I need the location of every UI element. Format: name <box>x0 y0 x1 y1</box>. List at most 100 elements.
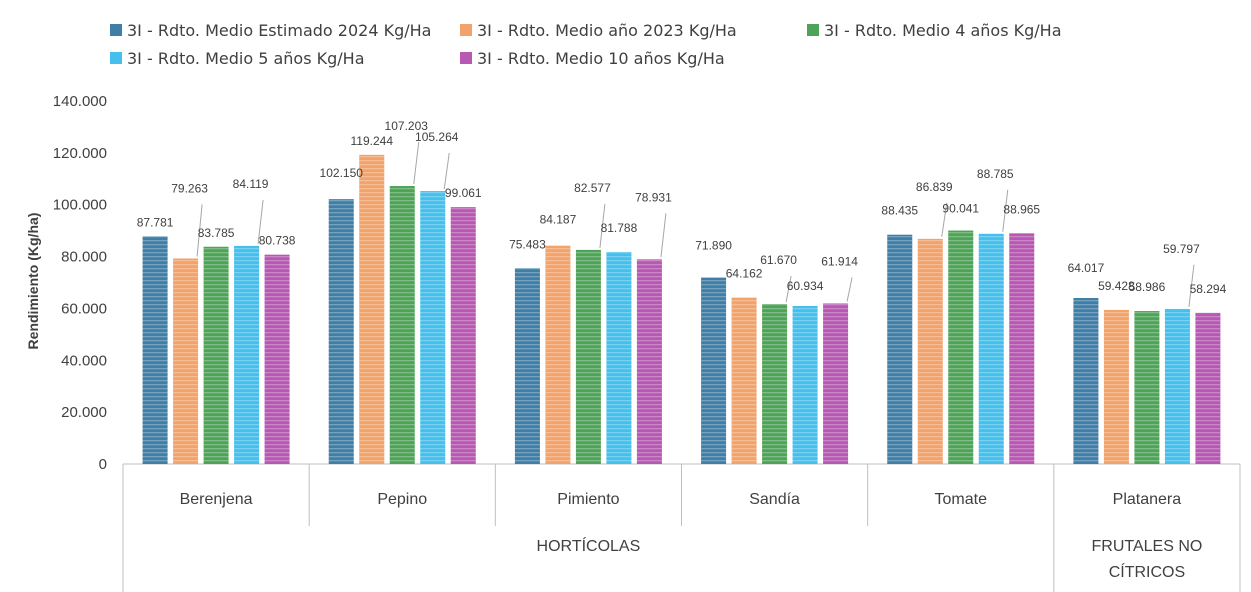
x-tick-label: Berenjena <box>180 491 253 508</box>
bar-texture <box>1009 233 1035 464</box>
bar-texture <box>823 303 849 464</box>
bar-texture <box>359 154 385 465</box>
x-tick-label: Platanera <box>1113 491 1182 508</box>
data-label: 82.577 <box>574 181 611 195</box>
bar-texture <box>514 268 540 464</box>
bar-texture <box>389 186 415 464</box>
legend-label: 3I - Rdto. Medio Estimado 2024 Kg/Ha <box>127 20 432 40</box>
data-label: 88.785 <box>977 167 1014 181</box>
data-label: 58.294 <box>1190 282 1227 296</box>
data-label: 80.738 <box>259 234 296 248</box>
bar-texture <box>917 238 943 464</box>
data-label: 60.934 <box>787 279 824 293</box>
legend-label: 3I - Rdto. Medio 5 años Kg/Ha <box>127 48 365 68</box>
legend-item-ano-2023: 3I - Rdto. Medio año 2023 Kg/Ha <box>460 21 807 40</box>
bar-texture <box>1073 298 1099 464</box>
bar-texture <box>948 230 974 464</box>
label-leader-line <box>846 277 853 302</box>
data-label: 64.017 <box>1068 261 1105 275</box>
label-leader-line <box>413 141 420 185</box>
bar-texture <box>203 246 229 464</box>
data-label: 83.785 <box>198 226 235 240</box>
y-tick-label: 20.000 <box>61 404 107 421</box>
legend-row: 3I - Rdto. Medio 5 años Kg/Ha 3I - Rdto.… <box>110 44 1240 72</box>
bar-texture <box>762 304 788 464</box>
data-label: 79.263 <box>171 181 208 195</box>
bar-texture <box>1103 309 1129 464</box>
legend-label: 3I - Rdto. Medio año 2023 Kg/Ha <box>477 20 737 40</box>
legend-item-estimado-2024: 3I - Rdto. Medio Estimado 2024 Kg/Ha <box>110 21 460 40</box>
legend-swatch <box>460 52 472 64</box>
data-label: 88.435 <box>881 204 918 218</box>
bar-texture <box>173 258 199 464</box>
label-leader-line <box>785 276 792 303</box>
data-label: 81.788 <box>601 221 638 235</box>
data-label: 61.670 <box>760 253 797 267</box>
y-tick-label: 40.000 <box>61 352 107 369</box>
data-label: 59.428 <box>1098 279 1135 293</box>
legend-swatch <box>110 52 122 64</box>
legend-item-10-anos: 3I - Rdto. Medio 10 años Kg/Ha <box>460 49 725 68</box>
y-tick-label: 120.000 <box>53 145 107 162</box>
y-axis-title: Rendimiento (Kg/ha) <box>25 213 41 350</box>
data-label: 90.041 <box>942 202 979 216</box>
bar-texture <box>328 199 354 464</box>
bar-texture <box>606 251 632 464</box>
bar-texture <box>575 249 601 464</box>
data-label: 119.244 <box>351 134 394 148</box>
bar-texture <box>887 234 913 464</box>
bar-texture <box>1195 312 1221 464</box>
label-leader-line <box>660 213 667 258</box>
bar-texture <box>450 207 476 464</box>
bar-texture <box>234 245 260 464</box>
bar-texture <box>701 277 727 464</box>
bar-texture <box>792 306 818 464</box>
bars <box>142 154 1221 465</box>
data-label: 64.162 <box>726 267 763 281</box>
legend-item-4-anos: 3I - Rdto. Medio 4 años Kg/Ha <box>807 21 1062 40</box>
data-label: 58.986 <box>1129 280 1166 294</box>
y-tick-label: 100.000 <box>53 197 107 214</box>
data-label: 88.965 <box>1003 202 1040 216</box>
legend-swatch <box>460 24 472 36</box>
data-label: 78.931 <box>635 190 672 204</box>
data-label: 75.483 <box>509 237 546 251</box>
data-label: 71.890 <box>695 239 732 253</box>
label-leader-line <box>443 152 450 190</box>
bar-texture <box>264 254 290 464</box>
label-leader-line <box>1188 264 1195 308</box>
label-leader-line <box>599 203 606 248</box>
label-leader-line <box>1002 189 1009 232</box>
legend: 3I - Rdto. Medio Estimado 2024 Kg/Ha 3I … <box>110 16 1240 72</box>
data-labels: 87.781 79.263 83.785 84.119 80.738 102.150 119… <box>137 119 1227 308</box>
data-label: 105.264 <box>415 130 459 144</box>
axes: 0 20.000 40.000 60.000 80.000 100.000 120.000 1… <box>53 93 1241 592</box>
data-label: 87.781 <box>137 215 174 229</box>
data-label: 107.203 <box>385 119 429 133</box>
legend-row: 3I - Rdto. Medio Estimado 2024 Kg/Ha 3I … <box>110 16 1240 44</box>
legend-swatch <box>110 24 122 36</box>
x-tick-label: Tomate <box>935 491 988 508</box>
bar-texture <box>731 297 757 464</box>
label-leader-line <box>257 199 264 244</box>
x-tick-label: Pepino <box>377 491 427 508</box>
y-tick-label: 60.000 <box>61 300 107 317</box>
bar-texture <box>142 236 168 464</box>
data-label: 102.150 <box>320 166 364 180</box>
legend-item-5-anos: 3I - Rdto. Medio 5 años Kg/Ha <box>110 49 460 68</box>
bar-texture <box>636 259 662 464</box>
group-label: FRUTALES NO CÍTRICOS <box>1092 538 1203 581</box>
label-leader-line <box>941 202 948 237</box>
x-tick-label: Sandía <box>749 491 800 508</box>
data-label: 61.914 <box>821 254 858 268</box>
bar-texture <box>545 245 571 464</box>
data-label: 86.839 <box>916 180 953 194</box>
legend-label: 3I - Rdto. Medio 10 años Kg/Ha <box>477 48 725 68</box>
bar-texture <box>978 233 1004 464</box>
bar-texture <box>1164 308 1190 464</box>
y-tick-label: 80.000 <box>61 249 107 266</box>
bar-texture <box>1134 311 1160 464</box>
y-tick-label: 0 <box>99 456 107 473</box>
bar-texture <box>420 191 446 464</box>
group-label: HORTÍCOLAS <box>537 536 641 555</box>
